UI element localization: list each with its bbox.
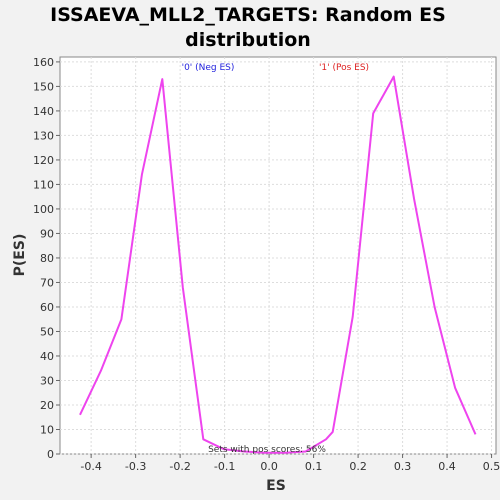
x-tick-label: 0.5 bbox=[483, 460, 500, 473]
y-tick-label: 110 bbox=[33, 178, 54, 191]
annotation-pos-es: '1' (Pos ES) bbox=[319, 63, 369, 73]
y-tick-label: 50 bbox=[40, 325, 54, 338]
x-tick-label: 0.4 bbox=[438, 460, 456, 473]
x-tick-label: 0.3 bbox=[394, 460, 412, 473]
series-line bbox=[79, 75, 477, 454]
x-tick-label: 0.2 bbox=[349, 460, 367, 473]
y-tick-label: 120 bbox=[33, 154, 54, 167]
y-axis-label: P(ES) bbox=[12, 234, 28, 277]
y-tick-label: 0 bbox=[47, 448, 54, 461]
x-tick-label: 0.1 bbox=[305, 460, 323, 473]
y-axis-ticks: 0 10 20 30 40 50 60 70 80 90 100 110 120 130 140 150 160 bbox=[33, 56, 60, 461]
y-tick-label: 90 bbox=[40, 227, 54, 240]
y-tick-label: 140 bbox=[33, 105, 54, 118]
y-tick-label: 160 bbox=[33, 56, 54, 69]
y-tick-label: 20 bbox=[40, 399, 54, 412]
grid-lines bbox=[60, 57, 496, 455]
y-tick-label: 100 bbox=[33, 203, 54, 216]
annotation-neg-es: '0' (Neg ES) bbox=[182, 63, 235, 73]
x-tick-label: 0.0 bbox=[260, 460, 278, 473]
y-tick-label: 150 bbox=[33, 80, 54, 93]
y-tick-label: 40 bbox=[40, 350, 54, 363]
y-tick-label: 70 bbox=[40, 276, 54, 289]
x-tick-label: -0.1 bbox=[214, 460, 235, 473]
y-tick-label: 60 bbox=[40, 301, 54, 314]
y-tick-label: 80 bbox=[40, 252, 54, 265]
y-tick-label: 10 bbox=[40, 423, 54, 436]
plot-area bbox=[59, 56, 497, 455]
x-tick-label: -0.4 bbox=[80, 460, 101, 473]
chart-title-line-1: ISSAEVA_MLL2_TARGETS: Random ES bbox=[50, 4, 446, 26]
y-tick-label: 130 bbox=[33, 129, 54, 142]
pos-scores-footnote: Sets with pos scores: 56% bbox=[208, 445, 326, 455]
series-layer bbox=[79, 75, 477, 454]
chart-title-line-2: distribution bbox=[185, 29, 311, 51]
x-tick-label: -0.3 bbox=[125, 460, 146, 473]
y-tick-label: 30 bbox=[40, 374, 54, 387]
x-tick-label: -0.2 bbox=[169, 460, 190, 473]
x-axis-label: ES bbox=[266, 478, 286, 494]
x-axis-ticks: -0.4 -0.3 -0.2 -0.1 0.0 0.1 0.2 0.3 0.4 0.5 bbox=[80, 454, 500, 473]
